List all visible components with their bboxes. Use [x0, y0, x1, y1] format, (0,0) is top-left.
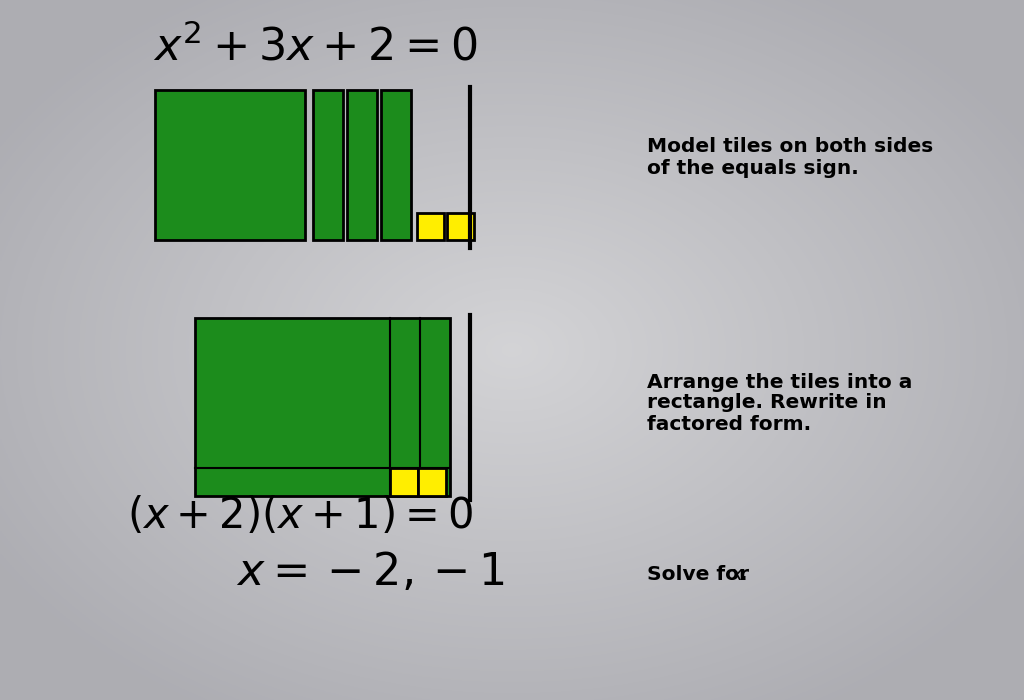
Text: $(\it{x}+2)(\it{x}+1)=0$: $(\it{x}+2)(\it{x}+1)=0$ [127, 495, 473, 537]
Bar [447, 213, 474, 240]
Bar [195, 318, 450, 496]
Bar [381, 90, 411, 240]
Bar [347, 90, 377, 240]
Text: Model tiles on both sides: Model tiles on both sides [647, 137, 933, 157]
Bar [155, 90, 305, 240]
Text: Solve for: Solve for [647, 564, 756, 584]
Bar [417, 213, 444, 240]
Text: $\it{x}^{2}+3\it{x}+2=0$: $\it{x}^{2}+3\it{x}+2=0$ [153, 25, 477, 69]
Bar [313, 90, 343, 240]
Text: Arrange the tiles into a: Arrange the tiles into a [647, 372, 912, 391]
Text: $\it{x}=-2,-1$: $\it{x}=-2,-1$ [236, 550, 504, 594]
Text: of the equals sign.: of the equals sign. [647, 158, 859, 178]
Bar [418, 468, 446, 496]
Text: $\it{x}$: $\it{x}$ [730, 564, 744, 584]
Text: .: . [740, 564, 748, 584]
Bar [390, 468, 418, 496]
Text: rectangle. Rewrite in: rectangle. Rewrite in [647, 393, 887, 412]
Text: factored form.: factored form. [647, 414, 811, 433]
